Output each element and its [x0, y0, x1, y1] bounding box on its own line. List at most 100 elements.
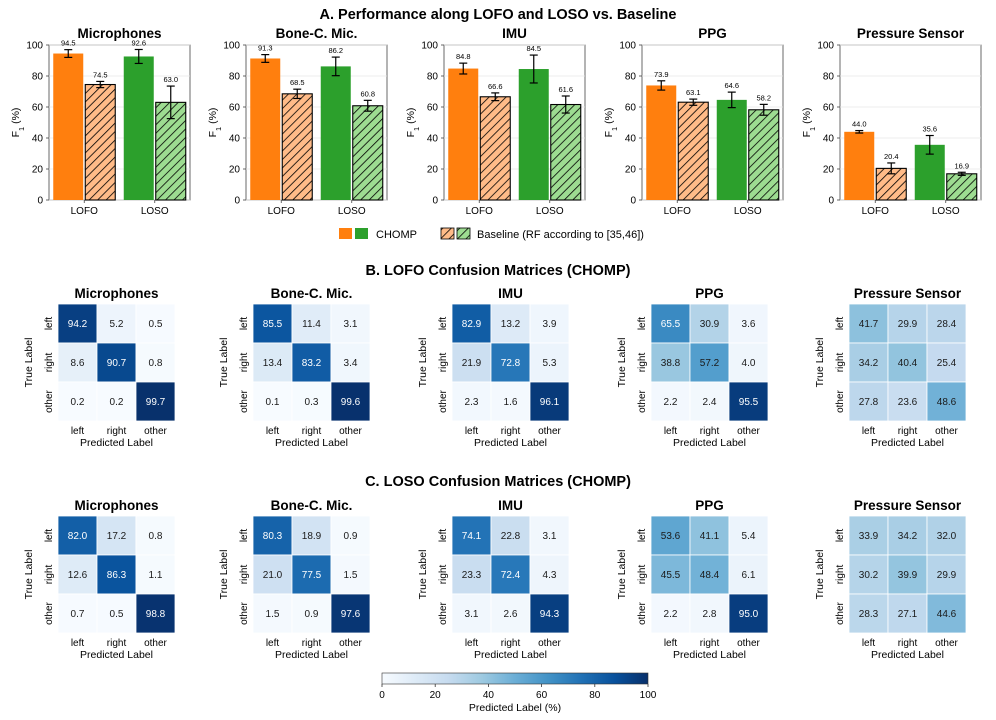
- matrix-cell: [330, 381, 371, 422]
- matrix-cell-value: 27.8: [859, 397, 879, 408]
- matrix-cell-value: 28.4: [937, 319, 957, 330]
- matrix-cell-value: 72.8: [501, 358, 521, 369]
- matrix-cell-value: 0.7: [71, 609, 85, 620]
- matrix-cell-value: 48.4: [700, 570, 720, 581]
- legend-label-chomp: CHOMP: [376, 229, 417, 241]
- confusion-matrix-loso-imu: IMU 74.1 22.8 3.1 left 23.3 72.4 4.3 right 3.1 2.6…: [417, 498, 570, 661]
- legend-swatch-chomp-green: [355, 228, 368, 239]
- y-axis-label: True Label: [23, 550, 35, 600]
- y-axis-label: True Label: [616, 550, 628, 600]
- col-tick-label: left: [266, 426, 280, 437]
- legend-swatch-baseline-green: [456, 227, 471, 240]
- matrix-cell: [926, 554, 967, 595]
- section-a-title: A. Performance along LOFO and LOSO vs. B…: [320, 7, 677, 23]
- matrix-cell-value: 3.4: [344, 358, 358, 369]
- matrix-cell-value: 18.9: [302, 531, 322, 542]
- y-tick-label: 0: [828, 196, 834, 207]
- matrix-cell-value: 13.4: [263, 358, 283, 369]
- y-axis-label: True Label: [417, 550, 429, 600]
- chart-title: PPG: [698, 26, 727, 41]
- x-axis-label: Predicted Label: [474, 649, 547, 661]
- row-tick-label: right: [239, 565, 250, 585]
- col-tick-label: right: [107, 638, 127, 649]
- matrix-cell: [96, 303, 137, 344]
- confusion-matrix-loso-pressure-sensor: Pressure Sensor 33.9 34.2 32.0 left 30.2 39.9 2…: [814, 498, 967, 661]
- matrix-cell-value: 22.8: [501, 531, 521, 542]
- matrix-cell-value: 0.2: [110, 397, 124, 408]
- col-tick-label: left: [465, 426, 479, 437]
- matrix-cell-value: 5.2: [110, 319, 124, 330]
- matrix-title: Pressure Sensor: [854, 286, 962, 301]
- matrix-cell: [529, 303, 570, 344]
- bar-value-label: 44.0: [852, 120, 867, 129]
- chart-title: Bone-C. Mic.: [276, 26, 358, 41]
- col-tick-label: right: [700, 426, 720, 437]
- matrix-cell-value: 98.8: [146, 609, 166, 620]
- matrix-cell: [451, 593, 492, 634]
- bar-value-label: 86.2: [328, 46, 343, 55]
- bar-charts: 0 20 40 60 80 100 F1 (%) Microphones LOFO 94.5 74.…: [10, 26, 982, 217]
- colorbar: 0 20 40 60 80 100 Predicted Label (%): [379, 672, 657, 714]
- matrix-cell: [96, 381, 137, 422]
- matrix-cell-value: 72.4: [501, 570, 521, 581]
- bar-chomp-loso: [123, 56, 154, 200]
- col-tick-label: left: [664, 426, 678, 437]
- x-tick-label: LOFO: [268, 206, 295, 217]
- matrix-cell-value: 85.5: [263, 319, 283, 330]
- matrix-cell: [728, 554, 769, 595]
- col-tick-label: other: [538, 638, 561, 649]
- y-tick-label: 80: [823, 72, 835, 83]
- y-tick-label: 80: [229, 72, 241, 83]
- matrix-title: Pressure Sensor: [854, 498, 962, 513]
- matrix-cell: [96, 515, 137, 556]
- matrix-cell-value: 34.2: [859, 358, 879, 369]
- matrix-cell-value: 90.7: [107, 358, 127, 369]
- matrix-cell: [926, 593, 967, 634]
- col-tick-label: other: [935, 426, 958, 437]
- confusion-matrix-loso-bone-c-mic: Bone-C. Mic. 80.3 18.9 0.9 left 21.0 77.5 1.5 ri…: [218, 498, 371, 661]
- matrix-cell-value: 12.6: [68, 570, 88, 581]
- matrix-cell-value: 2.2: [664, 609, 678, 620]
- matrix-cell: [689, 303, 730, 344]
- bar-value-label: 92.6: [131, 38, 146, 47]
- bar-value-label: 84.8: [456, 52, 471, 61]
- row-tick-label: left: [438, 317, 449, 331]
- x-tick-label: LOFO: [664, 206, 691, 217]
- chart-title: Pressure Sensor: [857, 26, 965, 41]
- matrix-cell-value: 2.6: [504, 609, 518, 620]
- matrix-cell-value: 23.3: [462, 570, 482, 581]
- col-tick-label: right: [107, 426, 127, 437]
- bar-value-label: 73.9: [654, 70, 669, 79]
- row-tick-label: right: [44, 565, 55, 585]
- matrix-cell-value: 3.1: [465, 609, 479, 620]
- col-tick-label: right: [898, 426, 918, 437]
- matrix-cell-value: 82.0: [68, 531, 88, 542]
- matrix-cell-value: 53.6: [661, 531, 681, 542]
- matrix-cell: [291, 554, 332, 595]
- matrix-cell-value: 8.6: [71, 358, 85, 369]
- confusion-matrix-lofo-microphones: Microphones 94.2 5.2 0.5 left 8.6 90.7 0.8 right…: [23, 286, 176, 449]
- matrix-cell: [650, 303, 691, 344]
- matrix-cell-value: 4.0: [742, 358, 756, 369]
- bar-value-label: 74.5: [93, 70, 108, 79]
- row-tick-label: other: [44, 389, 55, 412]
- matrix-cell-value: 5.4: [742, 531, 756, 542]
- matrix-cell: [689, 593, 730, 634]
- matrix-cell-value: 2.2: [664, 397, 678, 408]
- matrix-cell: [529, 554, 570, 595]
- colorbar-label: Predicted Label (%): [469, 702, 561, 714]
- x-tick-label: LOSO: [141, 206, 169, 217]
- colorbar-tick-label: 0: [379, 690, 385, 701]
- matrix-cell: [728, 593, 769, 634]
- matrix-cell: [926, 515, 967, 556]
- y-tick-label: 60: [823, 103, 835, 114]
- col-tick-label: other: [339, 426, 362, 437]
- matrix-cell: [252, 381, 293, 422]
- col-tick-label: left: [465, 638, 479, 649]
- matrix-cell: [135, 381, 176, 422]
- y-tick-label: 20: [427, 165, 439, 176]
- matrix-title: PPG: [695, 286, 724, 301]
- row-tick-label: other: [239, 389, 250, 412]
- y-tick-label: 60: [32, 103, 44, 114]
